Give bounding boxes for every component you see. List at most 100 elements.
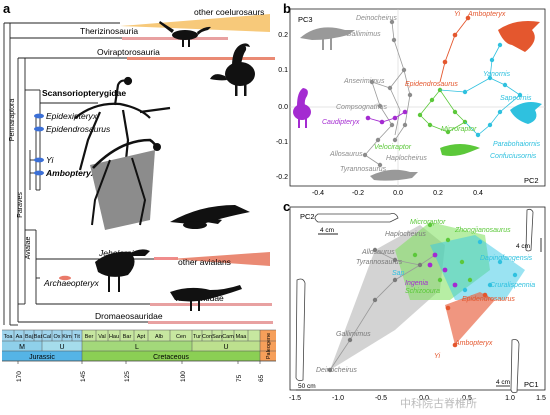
stage-bat: Bat bbox=[34, 334, 43, 340]
c-xtick-0.0: 0.0 bbox=[419, 395, 429, 402]
c-bone-outlines bbox=[295, 208, 534, 394]
plot-c-ylabel: PC2 bbox=[300, 212, 315, 221]
age-125: 125 bbox=[124, 371, 131, 382]
jurassic-band bbox=[2, 351, 82, 361]
label-yi: Yi bbox=[46, 155, 55, 165]
stage-aa: Aa bbox=[16, 334, 24, 340]
b-label-microraptor: Microraptor bbox=[441, 126, 477, 133]
b-label-allosaurus: Allosaurus bbox=[329, 151, 363, 158]
b-label-velociraptor: Velociraptor bbox=[374, 144, 412, 151]
plot-b-xlabel: PC2 bbox=[524, 176, 539, 185]
epoch-u-jurassic: U bbox=[59, 344, 64, 351]
stage-con: Con bbox=[202, 334, 212, 340]
plot-b-cyan-points bbox=[462, 42, 523, 138]
b-label-yanornis: Yanornis bbox=[483, 71, 511, 78]
c-top-bone-outline bbox=[314, 213, 399, 223]
c-scale-bottom: 4 cm bbox=[496, 379, 510, 386]
yi-range bbox=[34, 157, 44, 163]
ambopteryx-range bbox=[34, 170, 44, 176]
b-ytick-0.2: 0.2 bbox=[278, 32, 288, 39]
label-ambopteryx: Ambopteryx bbox=[45, 168, 97, 178]
period-paleogene: Paleogene bbox=[266, 333, 272, 359]
label-oviraptorosauria: Oviraptorosauria bbox=[97, 47, 160, 57]
epoch-l: L bbox=[135, 344, 139, 351]
plot-c-frame bbox=[289, 206, 546, 391]
age-145: 145 bbox=[80, 371, 87, 382]
b-ytick--0.1: -0.1 bbox=[276, 139, 288, 146]
plot-b-red-network bbox=[439, 17, 469, 83]
c-label-ambopteryx: Ambopteryx bbox=[454, 340, 493, 347]
c-label-epidendrosaurus: Epidendrosaurus bbox=[462, 296, 515, 303]
b-label-confuciusornis: Confuciusornis bbox=[490, 153, 537, 160]
b-grey-theropod-silhouette bbox=[300, 27, 355, 50]
c-label-tyrannosaurus: Tyrannosaurus bbox=[356, 259, 403, 266]
panel-a: a bbox=[3, 1, 275, 326]
label-epidexipteryx: Epidexipteryx bbox=[46, 111, 98, 121]
scansoriopterygid-skeleton-silhouette bbox=[74, 76, 171, 171]
c-scale-top: 4 cm bbox=[320, 227, 334, 234]
c-xtick--1.0: -1.0 bbox=[332, 395, 344, 402]
clade-avialae: Avialae bbox=[25, 236, 32, 259]
oviraptorosauria-bar bbox=[127, 57, 275, 60]
stage-tit: Tit bbox=[74, 334, 80, 340]
stage-hau: Hau bbox=[109, 334, 119, 340]
c-label-haplocheirus: Haplocheirus bbox=[385, 231, 426, 238]
stage-cen: Cen bbox=[176, 334, 186, 340]
plot-c-xticks: -1.5 -1.0 -0.5 0.0 0.5 1.0 1.5 bbox=[289, 395, 546, 402]
stage-labels: Toa Aa Baj Bat Cal Ox Kim Tit Ber Val Ha… bbox=[4, 334, 248, 340]
b-xtick-0.0: 0.0 bbox=[393, 190, 403, 197]
b-label-anserimimus: Anserimimus bbox=[343, 78, 385, 85]
troodontid-silhouette bbox=[170, 285, 242, 311]
age-65: 65 bbox=[258, 374, 265, 382]
therizinosaur-silhouette bbox=[159, 21, 211, 47]
c-red-hull bbox=[445, 292, 495, 345]
plot-b-grey-network bbox=[364, 21, 411, 166]
dromaeosauridae-bar bbox=[148, 321, 273, 324]
epidendrosaurus-range bbox=[34, 126, 44, 132]
epoch-u-cretaceous: U bbox=[223, 344, 228, 351]
c-label-allosaurus: Allosaurus bbox=[361, 249, 395, 256]
b-label-gallimimus: Gallimimus bbox=[346, 31, 381, 38]
c-xtick-1.0: 1.0 bbox=[505, 395, 515, 402]
jeholornis-bar bbox=[154, 257, 178, 260]
c-bottom-bone-outline bbox=[510, 339, 520, 394]
jeholornis-silhouette bbox=[170, 205, 250, 229]
b-purple-oviraptor-silhouette bbox=[293, 88, 311, 128]
paleogene-band bbox=[260, 330, 276, 361]
label-epidendrosaurus: Epidendrosaurus bbox=[46, 124, 111, 134]
b-label-parabohaiornis: Parabohaiornis bbox=[493, 141, 541, 148]
b-label-deinocheirus: Deinocheirus bbox=[356, 15, 397, 22]
ambopteryx-silhouette bbox=[90, 138, 161, 230]
c-label-schizooura: Schizooura bbox=[405, 288, 440, 295]
b-grey-tyrannosaur-silhouette bbox=[370, 169, 418, 181]
c-label-cruralispennia: Cruralispennia bbox=[490, 282, 535, 289]
c-red-points bbox=[445, 292, 488, 348]
watermark-text: 中科院古脊椎所 bbox=[400, 396, 477, 410]
c-purple-points bbox=[427, 252, 458, 288]
epoch-m: M bbox=[19, 344, 25, 351]
age-labels: 170 145 125 100 75 65 bbox=[16, 371, 265, 382]
clade-paraves: Paraves bbox=[17, 192, 24, 218]
stage-cam: Cam bbox=[222, 334, 234, 340]
b-xtick-0.4: 0.4 bbox=[473, 190, 483, 197]
c-label-deinocheirus: Deinocheirus bbox=[316, 367, 357, 374]
plot-b-grey-points bbox=[362, 19, 413, 168]
b-label-yi: Yi bbox=[454, 11, 461, 18]
panel-c-letter: c bbox=[283, 199, 290, 214]
stage-apt: Apt bbox=[137, 334, 146, 340]
period-jurassic: Jurassic bbox=[29, 354, 55, 361]
c-scale-bars bbox=[296, 233, 542, 391]
c-label-sap: Sap bbox=[392, 270, 405, 277]
b-label-ambopteryx: Ambopteryx bbox=[467, 11, 506, 18]
c-label-ingenia: Ingenia bbox=[405, 280, 428, 287]
stage-ber: Ber bbox=[85, 334, 94, 340]
panel-c: c PC2 PC1 -1.5 -1.0 -0.5 0.0 0.5 1.0 1.5 bbox=[283, 199, 546, 402]
stage-san: San bbox=[212, 334, 222, 340]
c-label-gallimimus: Gallimimus bbox=[336, 331, 371, 338]
c-xtick--1.5: -1.5 bbox=[289, 395, 301, 402]
age-170: 170 bbox=[16, 371, 23, 382]
stage-ox: Ox bbox=[53, 334, 60, 340]
b-ytick-0.0: 0.0 bbox=[278, 104, 288, 111]
b-xtick--0.4: -0.4 bbox=[312, 190, 324, 197]
